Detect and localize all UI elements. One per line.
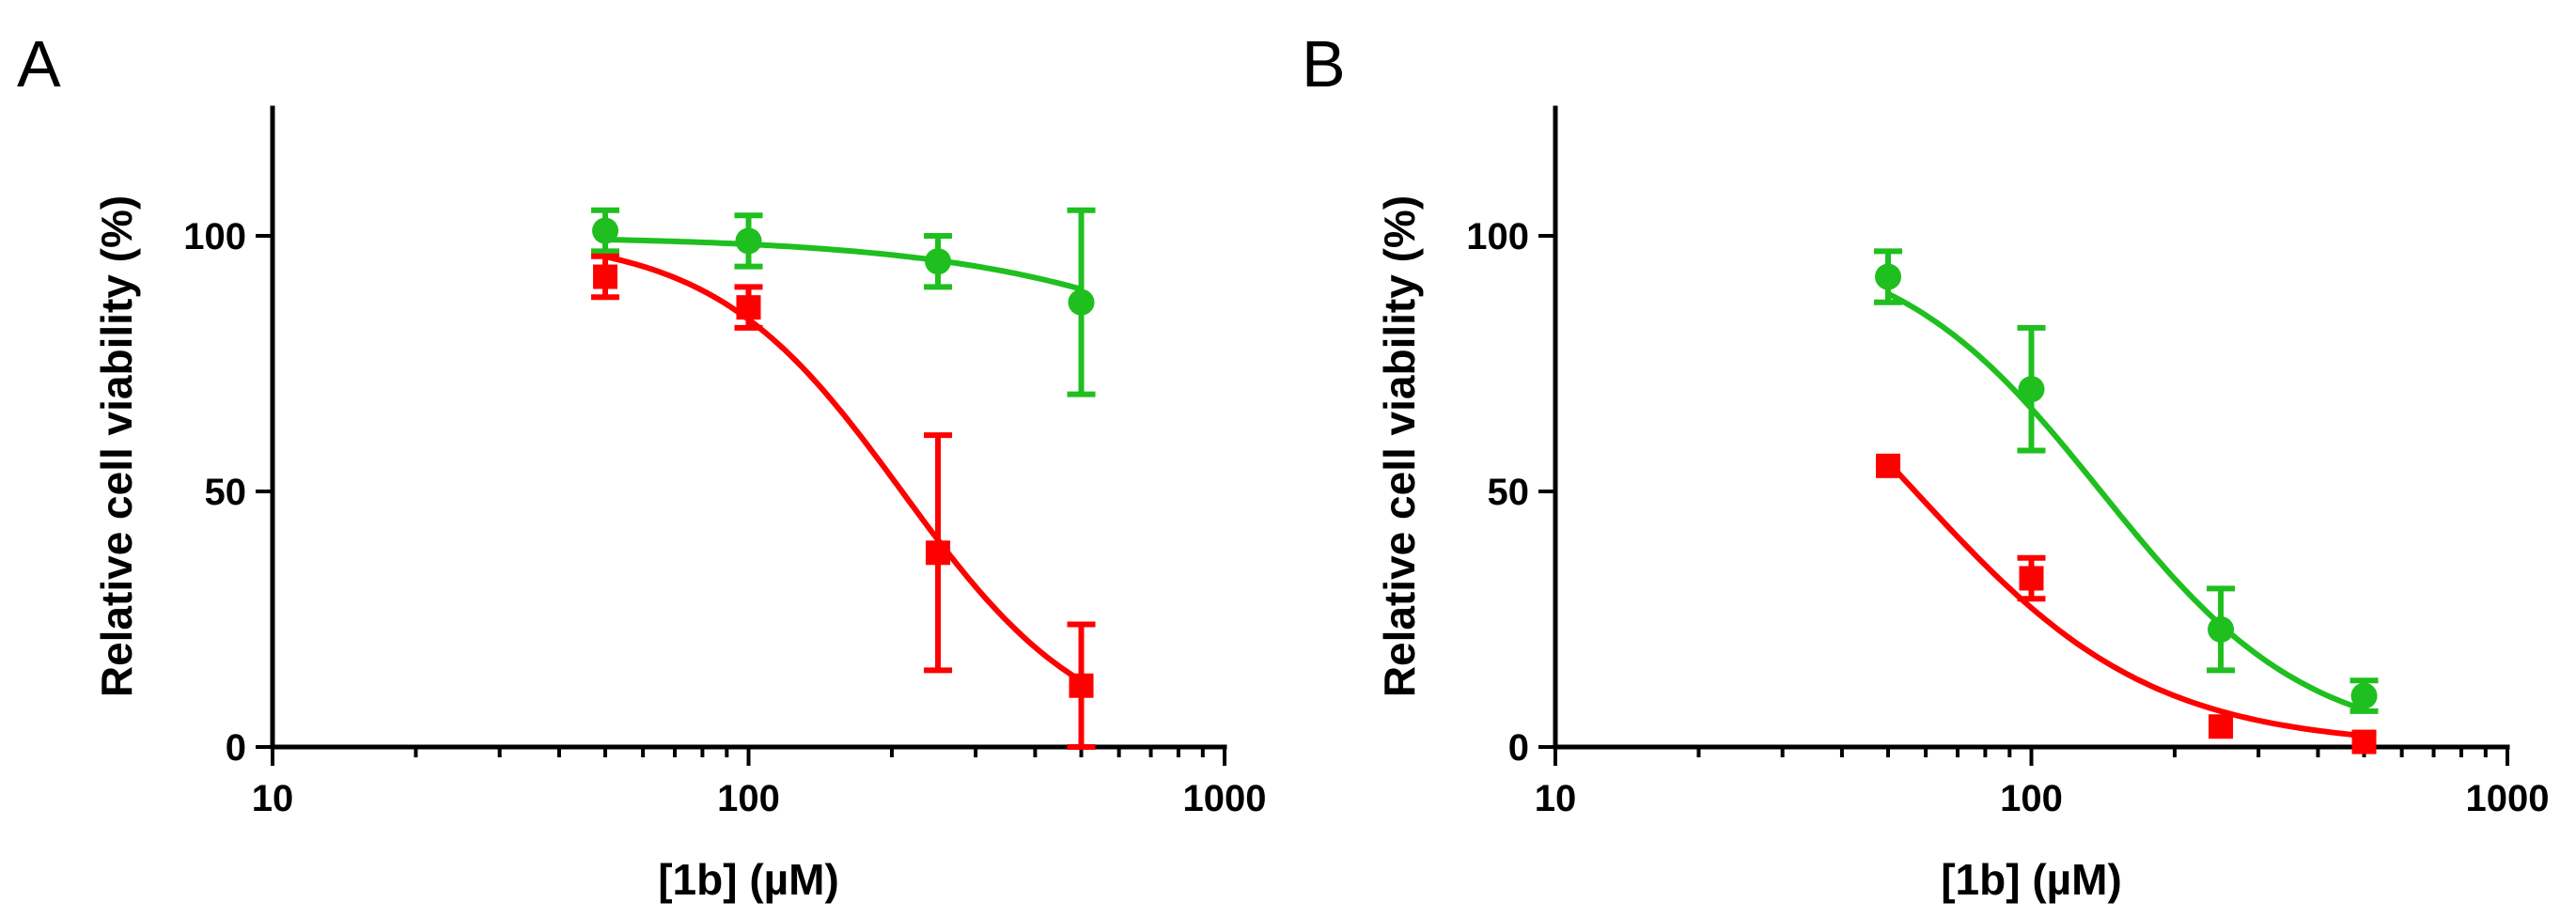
data-point xyxy=(593,264,618,289)
series-red xyxy=(591,253,1096,750)
fit-curve xyxy=(602,237,1085,292)
fit-curve xyxy=(602,254,1085,684)
x-tick-label: 1000 xyxy=(2466,778,2550,819)
data-point xyxy=(2208,615,2235,643)
data-point xyxy=(736,295,761,320)
chart-panel-a: A 0 50 100 10 100 1000 [1b] (µM) Relative cell v… xyxy=(17,27,1266,904)
x-tick-label: 100 xyxy=(717,778,780,819)
data-point xyxy=(2018,376,2045,403)
y-tick-label: 50 xyxy=(205,472,247,513)
data-point xyxy=(925,248,952,275)
series-green xyxy=(591,207,1096,397)
x-tick-label: 10 xyxy=(252,778,294,819)
y-tick-label: 50 xyxy=(1488,472,1530,513)
x-axis-title: [1b] (µM) xyxy=(1941,855,2122,904)
data-point xyxy=(2209,714,2234,739)
data-point xyxy=(1069,673,1094,698)
chart-panel-b: B 0 50 100 10 100 1000 [1b] (µM) Relative cell v… xyxy=(1302,27,2549,904)
data-point xyxy=(1876,453,1901,478)
y-tick-label: 0 xyxy=(226,727,246,769)
series-red xyxy=(1876,453,2377,755)
y-axis-title: Relative cell viability (%) xyxy=(92,195,141,697)
x-tick-label: 1000 xyxy=(1183,778,1267,819)
x-tick-label: 10 xyxy=(1535,778,1577,819)
y-tick-label: 100 xyxy=(183,216,246,257)
panel-label: B xyxy=(1302,27,1346,101)
data-point xyxy=(2350,682,2378,709)
data-point xyxy=(926,540,951,566)
fit-curve xyxy=(1885,459,2367,739)
panel-label: A xyxy=(17,27,61,101)
y-tick-label: 100 xyxy=(1466,216,1529,257)
data-point xyxy=(592,217,619,244)
y-tick-label: 0 xyxy=(1508,727,1529,769)
data-point xyxy=(1875,263,1902,290)
x-tick-label: 100 xyxy=(2000,778,2063,819)
data-point xyxy=(2019,566,2044,591)
fit-curve xyxy=(1885,290,2367,713)
x-axis-title: [1b] (µM) xyxy=(658,855,839,904)
data-point xyxy=(1068,288,1095,316)
data-point xyxy=(735,227,762,255)
y-axis-title: Relative cell viability (%) xyxy=(1375,195,1424,697)
data-point xyxy=(2351,729,2377,755)
series-green xyxy=(1874,248,2379,714)
